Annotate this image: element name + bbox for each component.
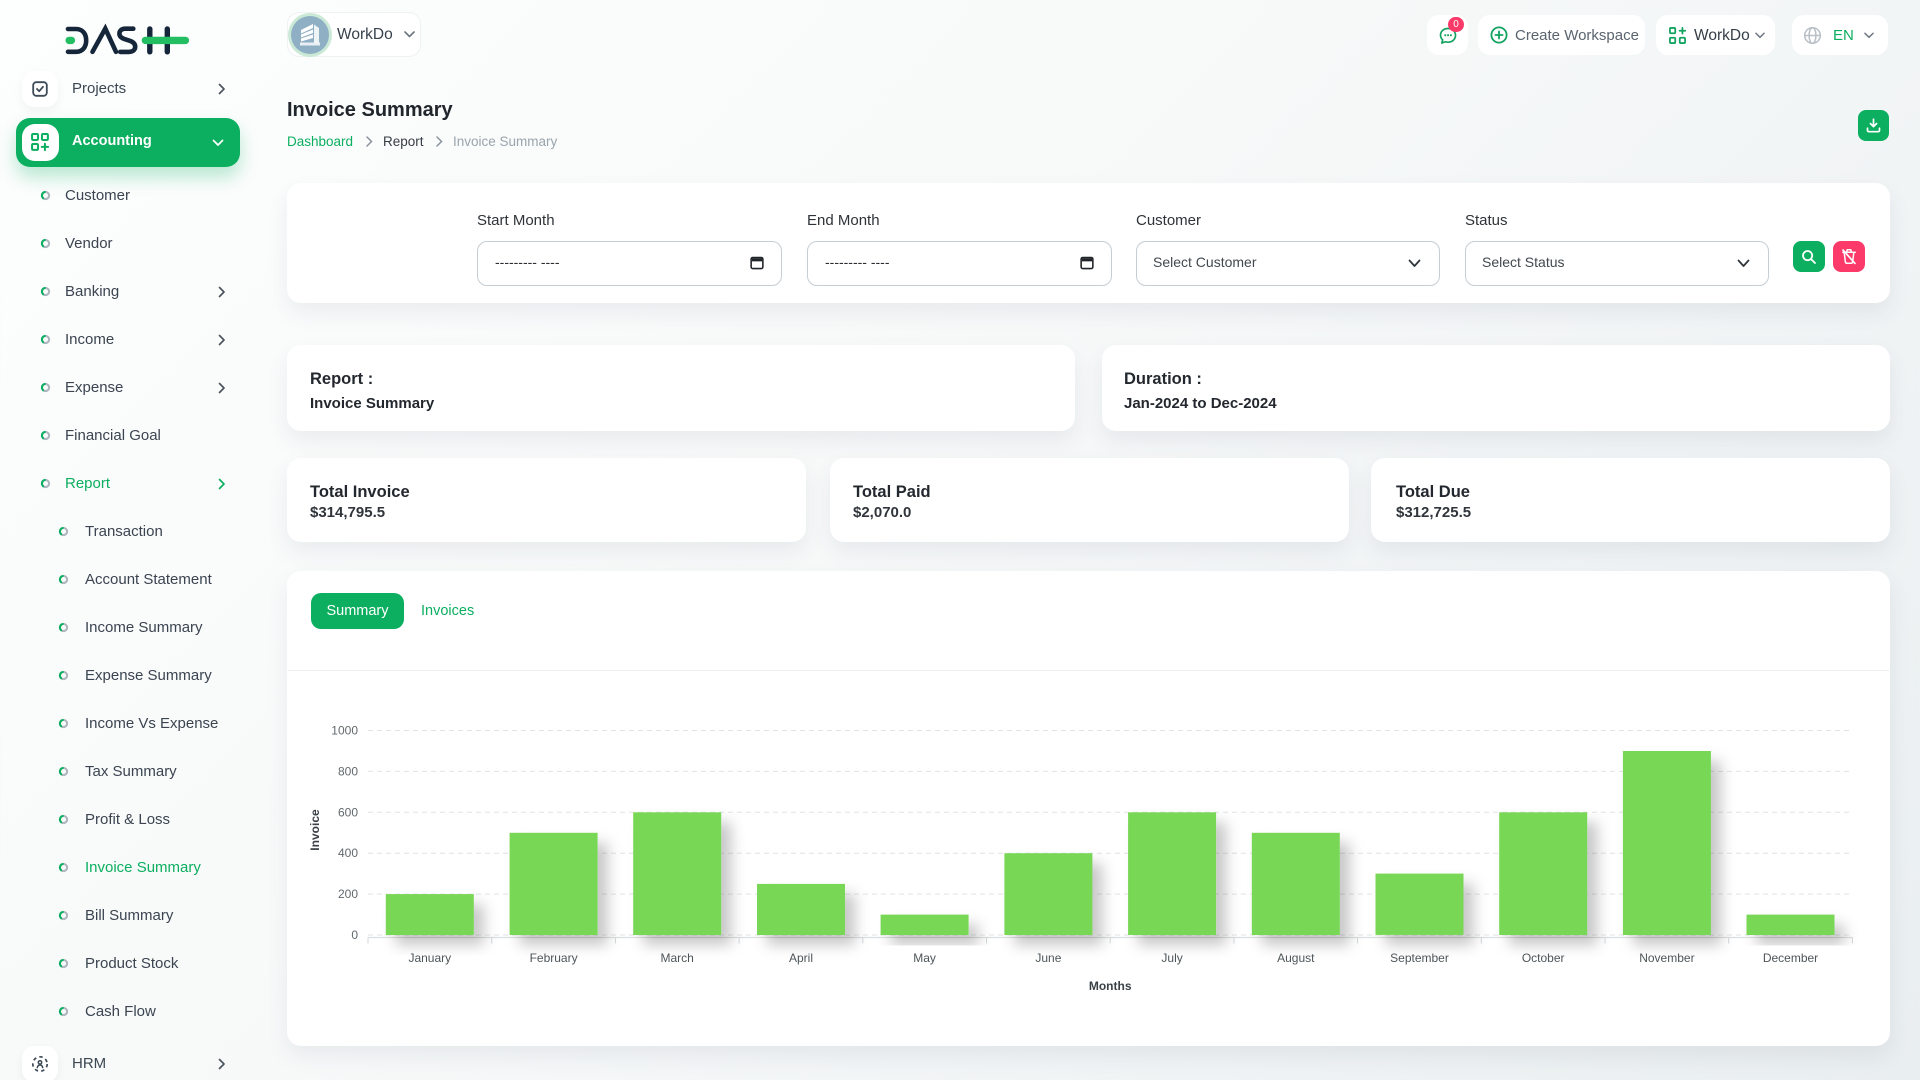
svg-text:May: May: [913, 951, 936, 965]
svg-text:400: 400: [338, 846, 358, 860]
svg-text:January: January: [408, 951, 451, 965]
svg-text:Invoice: Invoice: [308, 809, 322, 851]
svg-text:Months: Months: [1089, 979, 1132, 993]
svg-text:0: 0: [351, 928, 358, 942]
svg-text:September: September: [1390, 951, 1449, 965]
svg-text:200: 200: [338, 887, 358, 901]
svg-text:December: December: [1763, 951, 1818, 965]
svg-text:April: April: [789, 951, 813, 965]
svg-text:1000: 1000: [331, 724, 358, 738]
svg-text:June: June: [1035, 951, 1061, 965]
svg-text:July: July: [1161, 951, 1182, 965]
svg-text:October: October: [1522, 951, 1565, 965]
svg-text:February: February: [530, 951, 578, 965]
svg-text:800: 800: [338, 764, 358, 778]
svg-text:November: November: [1639, 951, 1694, 965]
svg-text:600: 600: [338, 805, 358, 819]
svg-text:March: March: [661, 951, 694, 965]
svg-text:August: August: [1277, 951, 1315, 965]
